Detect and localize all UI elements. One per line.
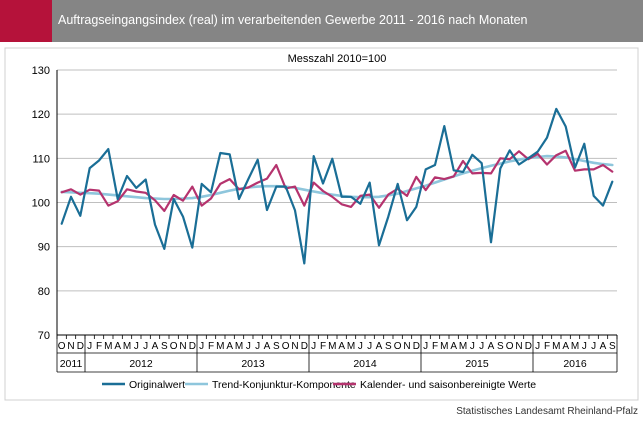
month-label: M <box>235 341 243 352</box>
month-label: A <box>338 341 345 352</box>
month-label: A <box>264 341 271 352</box>
month-label: N <box>515 341 522 352</box>
month-label: N <box>403 341 410 352</box>
chart-title: Auftragseingangsindex (real) im verarbei… <box>58 13 528 27</box>
year-label: 2011 <box>60 358 83 370</box>
month-label: J <box>535 341 540 352</box>
month-label: A <box>450 341 457 352</box>
month-label: A <box>226 341 233 352</box>
month-label: O <box>394 341 402 352</box>
month-label: S <box>609 341 616 352</box>
month-label: J <box>134 341 139 352</box>
legend-label: Trend-Konjunktur-Komponente <box>212 379 356 391</box>
month-label: D <box>525 341 532 352</box>
month-label: J <box>470 341 475 352</box>
month-label: F <box>432 341 438 352</box>
month-label: N <box>67 341 74 352</box>
month-label: O <box>58 341 66 352</box>
month-label: O <box>282 341 290 352</box>
month-label: F <box>208 341 214 352</box>
month-label: M <box>459 341 467 352</box>
month-label: J <box>199 341 204 352</box>
header-accent <box>0 0 52 42</box>
month-label: M <box>347 341 355 352</box>
month-label: F <box>96 341 102 352</box>
year-label: 2012 <box>129 358 153 370</box>
month-label: M <box>440 341 448 352</box>
month-label: S <box>497 341 504 352</box>
legend-label: Originalwert <box>129 379 185 391</box>
month-label: A <box>488 341 495 352</box>
month-label: O <box>506 341 514 352</box>
y-tick-label: 110 <box>32 153 50 165</box>
month-label: J <box>246 341 251 352</box>
month-label: S <box>385 341 392 352</box>
legend-label: Kalender- und saisonbereinigte Werte <box>360 379 536 391</box>
month-label: J <box>367 341 372 352</box>
month-label: A <box>600 341 607 352</box>
y-tick-label: 120 <box>32 109 50 121</box>
year-label: 2015 <box>465 358 489 370</box>
month-label: M <box>328 341 336 352</box>
year-label: 2014 <box>353 358 377 370</box>
month-label: J <box>479 341 484 352</box>
month-label: J <box>143 341 148 352</box>
month-label: A <box>152 341 159 352</box>
month-label: N <box>179 341 186 352</box>
header-bar: Auftragseingangsindex (real) im verarbei… <box>0 0 643 42</box>
y-tick-label: 130 <box>32 65 50 77</box>
month-label: M <box>552 341 560 352</box>
month-label: J <box>423 341 428 352</box>
year-label: 2016 <box>563 358 587 370</box>
month-label: D <box>413 341 420 352</box>
y-tick-label: 70 <box>38 330 50 342</box>
month-label: D <box>77 341 84 352</box>
y-tick-label: 100 <box>32 198 50 210</box>
month-label: A <box>376 341 383 352</box>
chart-subtitle: Messzahl 2010=100 <box>288 53 387 65</box>
y-tick-label: 80 <box>38 286 50 298</box>
month-label: J <box>582 341 587 352</box>
month-label: J <box>591 341 596 352</box>
month-label: F <box>544 341 550 352</box>
month-label: J <box>311 341 316 352</box>
month-label: J <box>255 341 260 352</box>
month-label: M <box>104 341 112 352</box>
month-label: D <box>189 341 196 352</box>
month-label: A <box>562 341 569 352</box>
month-label: M <box>123 341 131 352</box>
month-label: N <box>291 341 298 352</box>
month-label: D <box>301 341 308 352</box>
month-label: O <box>170 341 178 352</box>
month-label: J <box>358 341 363 352</box>
source-note: Statistisches Landesamt Rheinland-Pfalz <box>456 406 638 417</box>
month-label: S <box>273 341 280 352</box>
chart-border <box>4 47 639 401</box>
y-tick-label: 90 <box>38 242 50 254</box>
year-label: 2013 <box>241 358 265 370</box>
series-line-original <box>60 107 614 265</box>
month-label: A <box>114 341 121 352</box>
month-label: S <box>161 341 168 352</box>
month-label: M <box>216 341 224 352</box>
month-label: J <box>87 341 92 352</box>
series-line-adjusted <box>60 149 614 212</box>
month-label: M <box>571 341 579 352</box>
month-label: F <box>320 341 326 352</box>
